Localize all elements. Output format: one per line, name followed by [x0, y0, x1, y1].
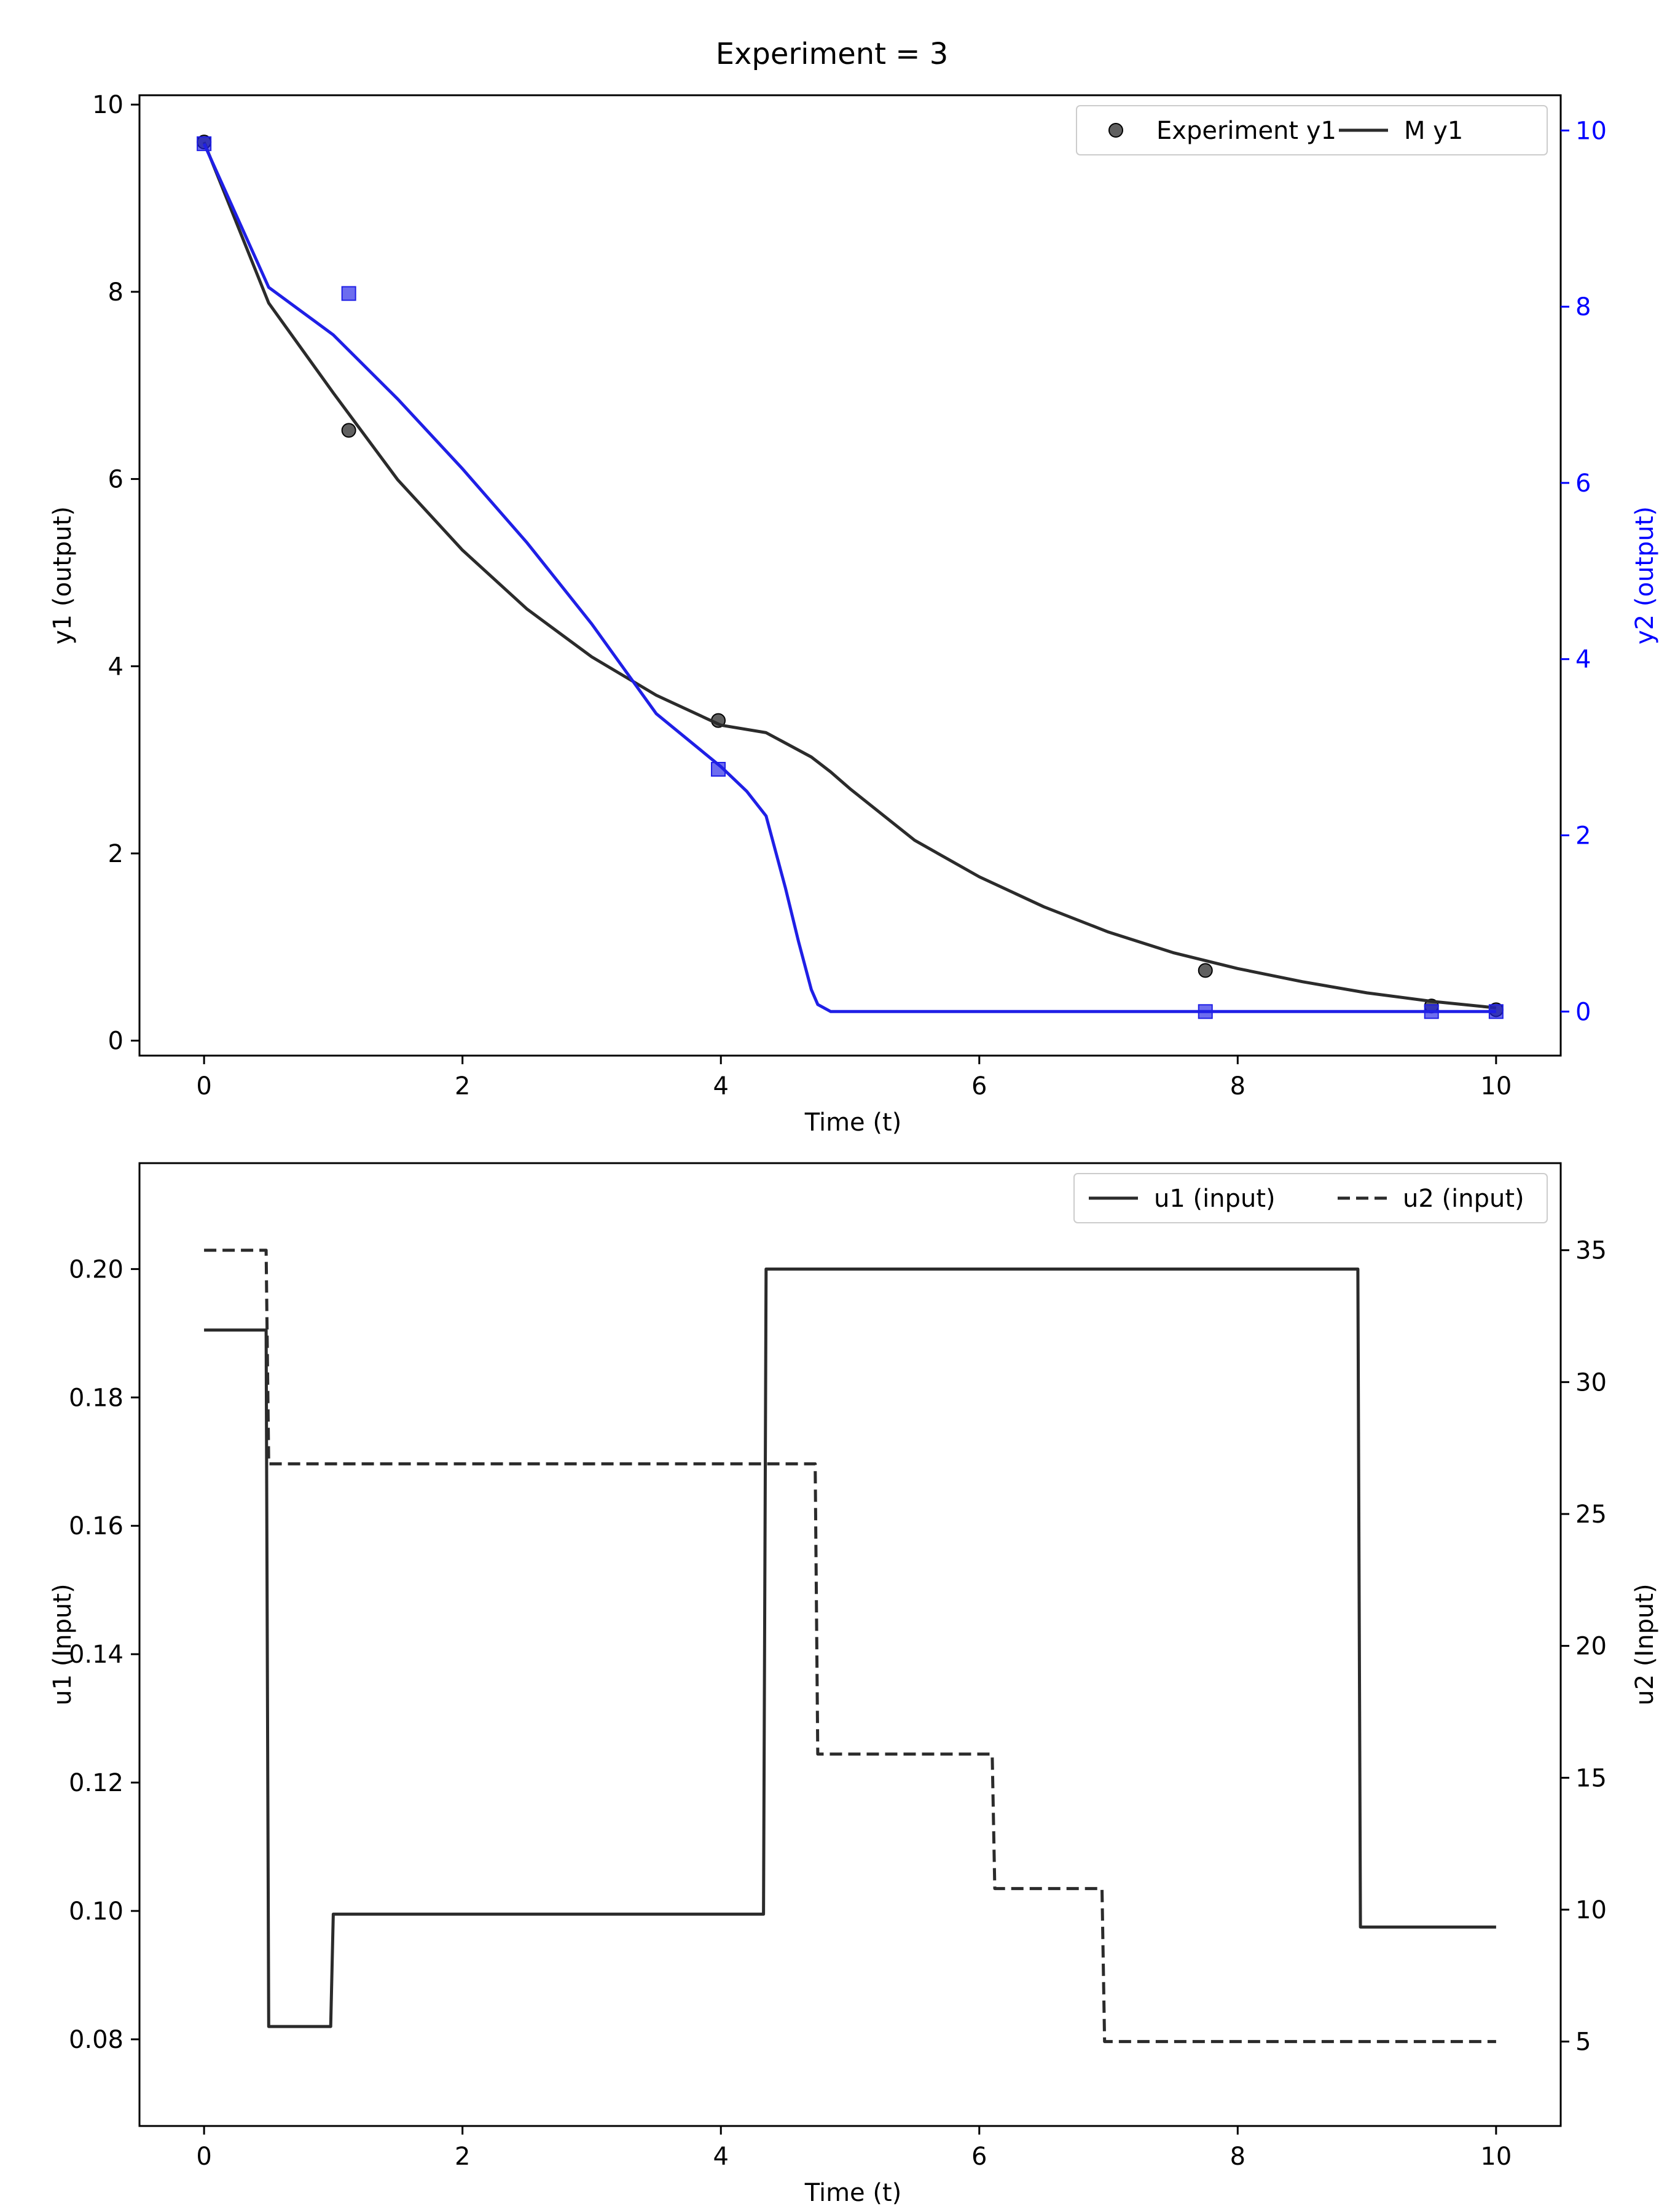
legend: Experiment y1 M y1	[1076, 105, 1548, 155]
y-tick-label: 0.16	[69, 1512, 124, 1540]
y2-axis-label: y2 (output)	[1631, 506, 1659, 645]
legend-label: u1 (input)	[1154, 1185, 1276, 1213]
y2-axis-label: u2 (Input)	[1631, 1583, 1659, 1705]
y-tick-label: 0.14	[69, 1641, 124, 1669]
y-tick-label: 6	[108, 466, 124, 494]
x-tick-label: 8	[1230, 2143, 1245, 2171]
y-tick-label: 8	[108, 278, 124, 307]
y2-tick-label: 5	[1575, 2028, 1591, 2057]
x-tick-label: 4	[713, 2143, 729, 2171]
y2-tick-label: 10	[1575, 117, 1607, 145]
legend: u1 (input) u2 (input)	[1073, 1173, 1548, 1223]
y-tick-label: 2	[108, 840, 124, 868]
x-axis-label: Time (t)	[804, 1108, 902, 1137]
y2-tick-label: 8	[1575, 293, 1591, 321]
y2-tick-label: 2	[1575, 822, 1591, 850]
plot-frame	[138, 94, 1562, 1057]
y2-tick-label: 4	[1575, 646, 1591, 674]
x-tick-label: 10	[1480, 2143, 1512, 2171]
y2-tick-label: 25	[1575, 1500, 1607, 1529]
x-tick-label: 6	[971, 2143, 987, 2171]
right-series-2-point	[197, 136, 212, 151]
legend-marker	[1108, 123, 1123, 138]
y-tick-label: 0.10	[69, 1897, 124, 1926]
figure-title: Experiment = 3	[716, 37, 949, 71]
y-axis-label: y1 (output)	[49, 506, 77, 645]
y2-tick-label: 0	[1575, 998, 1591, 1026]
x-tick-label: 2	[455, 2143, 470, 2171]
y2-tick-label: 15	[1575, 1764, 1607, 1792]
y-tick-label: 10	[92, 91, 124, 119]
y-tick-label: 4	[108, 653, 124, 681]
y-tick-label: 0.08	[69, 2026, 124, 2054]
y2-tick-label: 30	[1575, 1368, 1607, 1397]
legend-label: Experiment y1	[1156, 117, 1336, 145]
legend-frame	[1073, 1173, 1548, 1223]
y2-tick-label: 6	[1575, 469, 1591, 498]
y2-tick-label: 20	[1575, 1633, 1607, 1661]
legend-label: M y1	[1404, 117, 1463, 145]
m-y1-line	[202, 141, 1497, 1010]
y-tick-label: 0	[108, 1027, 124, 1056]
x-tick-label: 4	[713, 1072, 729, 1100]
legend-frame	[1076, 105, 1548, 155]
experiment-y1-point	[341, 423, 356, 438]
y-tick-label: 0.12	[69, 1769, 124, 1797]
x-tick-label: 8	[1230, 1072, 1245, 1100]
output-chart-panel: 0 2 4 6 8 10 0 2 4 6 8 10 0 2 4 6 8 10 Time (t) y1 (output)…	[49, 91, 1659, 1137]
x-tick-label: 6	[971, 1072, 987, 1100]
y-axis-label: u1 (Input)	[49, 1583, 77, 1705]
experiment-y1-point	[1198, 963, 1213, 978]
u2-input--line	[204, 1249, 1496, 2044]
x-tick-label: 0	[196, 1072, 211, 1100]
x-tick-label: 10	[1480, 1072, 1512, 1100]
x-axis-label: Time (t)	[804, 2179, 902, 2207]
y2-tick-label: 10	[1575, 1896, 1607, 1924]
right-series-2-point	[341, 286, 356, 301]
plot-frame	[138, 1162, 1562, 2127]
input-chart-panel: 0 2 4 6 8 10 0.08 0.10 0.12 0.14 0.16 0.18 0.20 5 10 15…	[49, 1162, 1659, 2207]
x-tick-label: 2	[455, 1072, 470, 1100]
u1-input--line	[204, 1267, 1496, 2028]
y-tick-label: 0.20	[69, 1255, 124, 1284]
y-tick-label: 0.18	[69, 1384, 124, 1412]
y2-tick-label: 35	[1575, 1237, 1607, 1265]
legend-label: u2 (input)	[1403, 1185, 1524, 1213]
right-series-3-line	[202, 143, 1496, 1013]
x-tick-label: 0	[196, 2143, 211, 2171]
